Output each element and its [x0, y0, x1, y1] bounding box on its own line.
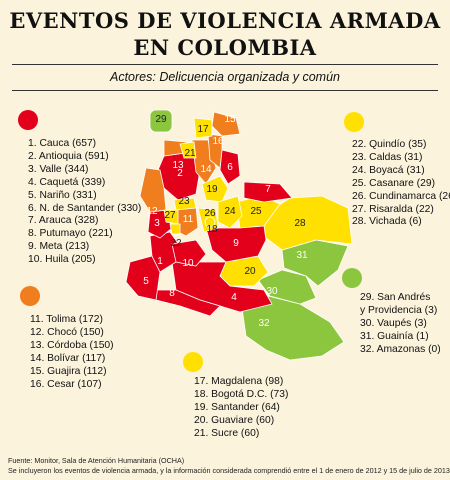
- map-label-17: 17: [197, 124, 209, 135]
- legend-item: 5. Nariño (331): [28, 189, 97, 201]
- map-label-19: 19: [206, 184, 218, 195]
- legend-list-yellow: 22. Quindío (35) 23. Caldas (31) 24. Boyac…: [352, 139, 450, 229]
- legend-item: 28. Vichada (6): [352, 216, 422, 228]
- legend-list-orange: 11. Tolima (172) 12. Chocó (150) 13. Córdo…: [30, 314, 114, 391]
- map-label-12: 12: [146, 206, 158, 217]
- map-label-6: 6: [227, 162, 233, 173]
- legend-dot-yellow-mid: [183, 352, 203, 372]
- legend-item: 17. Magdalena (98): [194, 376, 284, 387]
- map-label-16: 16: [212, 136, 224, 147]
- map-label-30: 30: [266, 286, 278, 297]
- region-17-magdalena: [193, 117, 213, 139]
- footer-source: Fuente: Monitor, Sala de Atención Humani…: [8, 456, 185, 465]
- legend-dot-yellow: [344, 112, 364, 132]
- region-24-boyaca: [217, 195, 243, 229]
- legend-item: 8. Putumayo (221): [28, 228, 113, 240]
- legend-item: 7. Arauca (328): [28, 215, 99, 227]
- legend-item: 10. Huila (205): [28, 254, 96, 266]
- legend-item: 31. Guainía (1): [360, 330, 429, 342]
- legend-item: 16. Cesar (107): [30, 378, 102, 390]
- region-9-meta: [205, 225, 267, 263]
- title-rule: [12, 64, 438, 65]
- map-label-32: 32: [258, 318, 270, 329]
- footer-note: Se incluyeron los eventos de violencia a…: [8, 466, 450, 475]
- legend-item: 22. Quindío (35): [352, 139, 427, 150]
- map-label-31: 31: [296, 250, 308, 261]
- legend-item: 20. Guaviare (60): [194, 414, 275, 426]
- subtitle: Actores: Delicuencia organizada y común: [110, 70, 340, 84]
- title-line-2: EN COLOMBIA: [133, 35, 317, 60]
- region-7-arauca: [243, 181, 293, 203]
- legend-dot-orange: [20, 286, 40, 306]
- map-label-10: 10: [182, 258, 194, 269]
- legend-item: 2. Antioquia (591): [28, 150, 109, 162]
- map-label-8: 8: [169, 288, 175, 299]
- map-label-5: 5: [143, 276, 149, 287]
- legend-item: 13. Córdoba (150): [30, 339, 114, 351]
- map-label-13: 13: [172, 160, 184, 171]
- legend-item: 6. N. de Santander (330): [28, 202, 142, 214]
- map-label-24: 24: [224, 206, 236, 217]
- legend-item: 27. Risaralda (22): [352, 203, 434, 215]
- legend-item: y Providencia (3): [360, 304, 438, 316]
- map-label-29: 29: [155, 114, 167, 125]
- region-18-bogota: [204, 216, 216, 228]
- map-label-27: 27: [164, 210, 176, 221]
- legend-item: 14. Bolívar (117): [30, 352, 106, 364]
- legend-item: 29. San Andrés: [360, 292, 431, 303]
- region-21-sucre: [179, 141, 197, 159]
- map-label-14: 14: [200, 164, 212, 175]
- map-label-28: 28: [294, 218, 306, 229]
- legend-item: 1. Cauca (657): [28, 138, 97, 149]
- subtitle-rule: [12, 90, 438, 91]
- legend-item: 21. Sucre (60): [194, 427, 260, 439]
- legend-item: 11. Tolima (172): [30, 314, 103, 325]
- legend-item: 12. Chocó (150): [30, 326, 104, 338]
- map-label-23: 23: [178, 196, 190, 207]
- region-16-cesar: [207, 133, 223, 169]
- legend-item: 15. Guajira (112): [30, 365, 107, 377]
- map-label-2: 2: [177, 168, 183, 179]
- region-28-vichada: [261, 195, 353, 251]
- legend-item: 26. Cundinamarca (26): [352, 190, 450, 202]
- map-label-20: 20: [244, 266, 256, 277]
- legend-item: 25. Casanare (29): [352, 177, 435, 189]
- map-label-1: 1: [157, 256, 163, 267]
- region-10-huila: [171, 239, 207, 267]
- legend-item: 4. Caquetá (339): [28, 176, 106, 188]
- legend-item: 19. Santander (64): [194, 401, 280, 413]
- map-label-4: 4: [231, 292, 237, 303]
- map-label-18: 18: [206, 224, 218, 235]
- title-line-1: EVENTOS DE VIOLENCIA ARMADA: [9, 8, 441, 33]
- region-30-vaupes: [257, 269, 317, 305]
- legend-item: 23. Caldas (31): [352, 151, 423, 163]
- region-29-san-andres: [149, 109, 173, 133]
- region-8-putumayo: [149, 289, 221, 317]
- legend-item: 24. Boyacá (31): [352, 164, 425, 176]
- legend-item: 18. Bogotá D.C. (73): [194, 388, 289, 400]
- legend-list-yellow-mid: 17. Magdalena (98) 18. Bogotá D.C. (73) 19…: [194, 376, 288, 441]
- map-label-15: 15: [224, 114, 236, 125]
- map-label-11: 11: [183, 214, 194, 225]
- legend-item: 30. Vaupés (3): [360, 317, 427, 329]
- map-label-7: 7: [265, 184, 271, 195]
- legend-dot-green: [342, 268, 362, 288]
- map-label-22: 22: [170, 238, 182, 249]
- legend-item: 32. Amazonas (0): [360, 343, 441, 355]
- legend-item: 3. Valle (344): [28, 163, 89, 175]
- region-31-guainia: [281, 239, 349, 287]
- legend-list-red: 1. Cauca (657) 2. Antioquia (591) 3. Valle…: [28, 138, 141, 267]
- map-label-9: 9: [233, 238, 239, 249]
- map-label-3: 3: [154, 218, 160, 229]
- region-23-caldas: [173, 197, 197, 211]
- map-label-21: 21: [184, 148, 196, 159]
- legend-item: 9. Meta (213): [28, 241, 90, 253]
- map-label-25: 25: [250, 206, 262, 217]
- map-label-26: 26: [204, 208, 216, 219]
- region-22-quindio: [169, 223, 181, 235]
- legend-list-green: 29. San Andrés y Providencia (3) 30. Vaupé…: [360, 292, 441, 357]
- legend-dot-red: [18, 110, 38, 130]
- region-19-santander: [201, 175, 229, 203]
